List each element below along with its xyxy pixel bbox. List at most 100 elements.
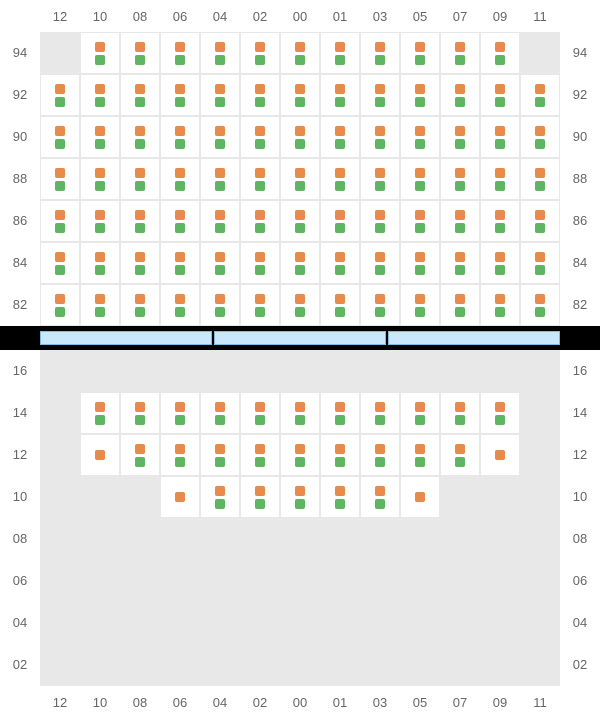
seat-cell[interactable]	[520, 158, 560, 200]
seat-cell[interactable]	[480, 32, 520, 74]
seat-cell[interactable]	[120, 158, 160, 200]
seat-cell[interactable]	[360, 158, 400, 200]
seat-cell[interactable]	[80, 242, 120, 284]
seat-cell[interactable]	[440, 284, 480, 326]
seat-cell[interactable]	[80, 32, 120, 74]
seat-cell[interactable]	[320, 200, 360, 242]
seat-cell[interactable]	[240, 32, 280, 74]
seat-cell[interactable]	[320, 392, 360, 434]
seat-cell[interactable]	[400, 158, 440, 200]
seat-cell[interactable]	[480, 74, 520, 116]
seat-cell[interactable]	[280, 392, 320, 434]
seat-cell[interactable]	[400, 392, 440, 434]
seat-cell[interactable]	[40, 116, 80, 158]
seat-cell[interactable]	[40, 74, 80, 116]
seat-cell[interactable]	[440, 242, 480, 284]
seat-cell[interactable]	[80, 200, 120, 242]
seat-cell[interactable]	[200, 74, 240, 116]
seat-cell[interactable]	[320, 74, 360, 116]
seat-cell[interactable]	[480, 392, 520, 434]
seat-cell[interactable]	[200, 242, 240, 284]
seat-cell[interactable]	[80, 116, 120, 158]
seat-cell[interactable]	[200, 434, 240, 476]
seat-cell[interactable]	[280, 284, 320, 326]
seat-cell[interactable]	[400, 284, 440, 326]
seat-cell[interactable]	[80, 284, 120, 326]
seat-cell[interactable]	[240, 242, 280, 284]
seat-cell[interactable]	[200, 392, 240, 434]
seat-cell[interactable]	[40, 158, 80, 200]
seat-cell[interactable]	[40, 242, 80, 284]
seat-cell[interactable]	[240, 392, 280, 434]
seat-cell[interactable]	[80, 158, 120, 200]
seat-cell[interactable]	[320, 284, 360, 326]
seat-cell[interactable]	[400, 476, 440, 518]
seat-cell[interactable]	[280, 74, 320, 116]
seat-cell[interactable]	[160, 242, 200, 284]
seat-cell[interactable]	[120, 32, 160, 74]
seat-cell[interactable]	[160, 116, 200, 158]
seat-cell[interactable]	[200, 200, 240, 242]
seat-cell[interactable]	[360, 242, 400, 284]
seat-cell[interactable]	[480, 200, 520, 242]
seat-cell[interactable]	[240, 434, 280, 476]
seat-cell[interactable]	[360, 200, 400, 242]
seat-cell[interactable]	[160, 476, 200, 518]
seat-cell[interactable]	[320, 158, 360, 200]
seat-cell[interactable]	[200, 158, 240, 200]
seat-cell[interactable]	[240, 476, 280, 518]
seat-cell[interactable]	[520, 74, 560, 116]
seat-cell[interactable]	[200, 476, 240, 518]
seat-cell[interactable]	[320, 116, 360, 158]
seat-cell[interactable]	[120, 284, 160, 326]
seat-cell[interactable]	[320, 476, 360, 518]
seat-cell[interactable]	[440, 392, 480, 434]
seat-cell[interactable]	[360, 116, 400, 158]
seat-cell[interactable]	[160, 284, 200, 326]
seat-cell[interactable]	[80, 434, 120, 476]
seat-cell[interactable]	[280, 242, 320, 284]
seat-cell[interactable]	[280, 476, 320, 518]
seat-cell[interactable]	[480, 242, 520, 284]
seat-cell[interactable]	[280, 158, 320, 200]
seat-cell[interactable]	[400, 242, 440, 284]
seat-cell[interactable]	[520, 200, 560, 242]
seat-cell[interactable]	[120, 434, 160, 476]
seat-cell[interactable]	[520, 242, 560, 284]
seat-cell[interactable]	[200, 32, 240, 74]
seat-cell[interactable]	[480, 116, 520, 158]
seat-cell[interactable]	[120, 116, 160, 158]
seat-cell[interactable]	[120, 74, 160, 116]
seat-cell[interactable]	[320, 32, 360, 74]
seat-cell[interactable]	[40, 200, 80, 242]
seat-cell[interactable]	[80, 74, 120, 116]
seat-cell[interactable]	[400, 32, 440, 74]
seat-cell[interactable]	[280, 32, 320, 74]
seat-cell[interactable]	[400, 116, 440, 158]
seat-cell[interactable]	[440, 200, 480, 242]
seat-cell[interactable]	[240, 284, 280, 326]
seat-cell[interactable]	[480, 284, 520, 326]
seat-cell[interactable]	[240, 116, 280, 158]
seat-cell[interactable]	[240, 158, 280, 200]
seat-cell[interactable]	[520, 284, 560, 326]
seat-cell[interactable]	[200, 284, 240, 326]
seat-cell[interactable]	[400, 74, 440, 116]
seat-cell[interactable]	[160, 434, 200, 476]
seat-cell[interactable]	[400, 200, 440, 242]
seat-cell[interactable]	[440, 116, 480, 158]
seat-cell[interactable]	[160, 158, 200, 200]
seat-cell[interactable]	[360, 476, 400, 518]
seat-cell[interactable]	[120, 200, 160, 242]
seat-cell[interactable]	[160, 74, 200, 116]
seat-cell[interactable]	[240, 200, 280, 242]
seat-cell[interactable]	[440, 434, 480, 476]
seat-cell[interactable]	[360, 284, 400, 326]
seat-cell[interactable]	[480, 434, 520, 476]
seat-cell[interactable]	[360, 74, 400, 116]
seat-cell[interactable]	[480, 158, 520, 200]
seat-cell[interactable]	[400, 434, 440, 476]
seat-cell[interactable]	[160, 32, 200, 74]
seat-cell[interactable]	[360, 392, 400, 434]
seat-cell[interactable]	[160, 392, 200, 434]
